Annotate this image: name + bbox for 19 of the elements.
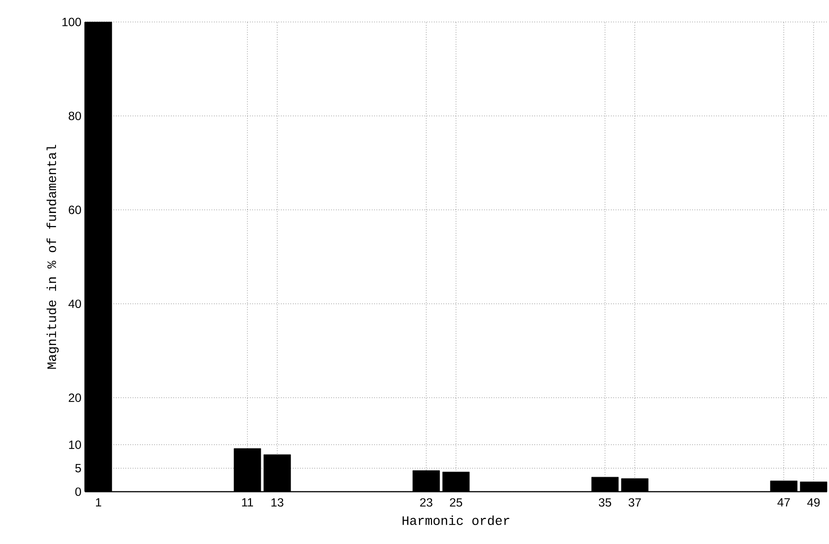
y-tick-label: 20 <box>68 394 82 402</box>
x-tick-label: 47 <box>777 498 790 506</box>
y-tick-label: 0 <box>75 487 82 496</box>
y-tick-label: 60 <box>68 206 82 214</box>
y-tick-label: 100 <box>62 18 82 26</box>
x-tick-label: 1 <box>96 498 102 506</box>
y-tick-label: 80 <box>68 112 82 120</box>
x-axis-title: Harmonic order <box>402 515 510 526</box>
y-tick-label: 5 <box>75 464 81 472</box>
x-tick-label: 37 <box>628 498 641 507</box>
x-tick-label: 13 <box>271 498 284 507</box>
y-tick-label: 40 <box>68 300 82 308</box>
y-axis-title: Magnitude in % of fundamental <box>46 144 59 369</box>
y-tick-label: 10 <box>69 440 82 449</box>
x-tick-label: 49 <box>807 498 820 507</box>
x-tick-label: 11 <box>242 498 254 506</box>
x-tick-label: 25 <box>450 498 462 507</box>
x-tick-label: 23 <box>420 498 432 507</box>
x-tick-label: 35 <box>598 498 612 507</box>
